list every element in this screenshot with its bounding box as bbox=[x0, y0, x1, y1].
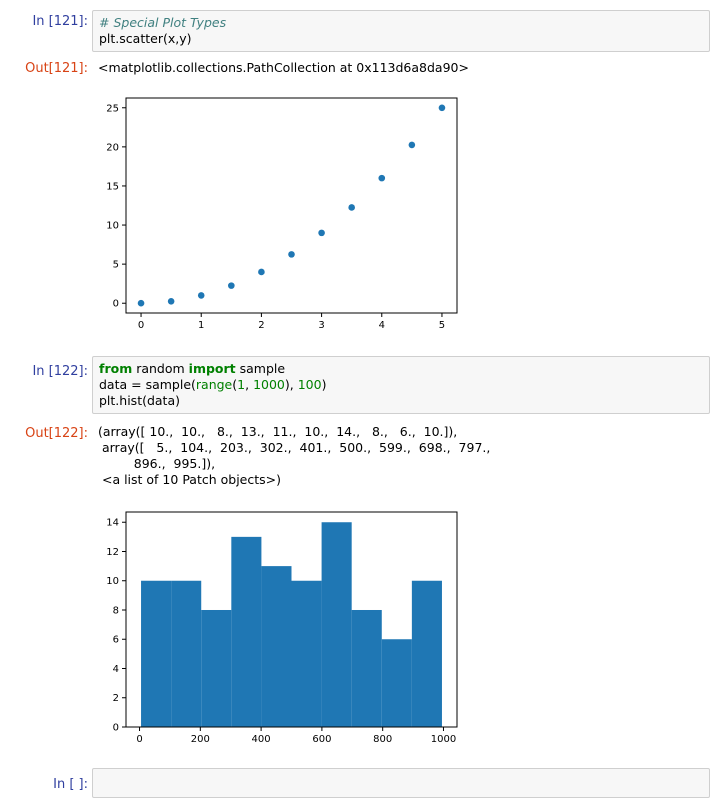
output-text-122: (array([ 10., 10., 8., 13., 11., 10., 14… bbox=[98, 424, 490, 488]
histogram-plot: 0 200 400 600 800 1000 0 2 4 6 8 10 12 14 bbox=[106, 511, 458, 745]
output-text-121: <matplotlib.collections.PathCollection a… bbox=[98, 60, 469, 75]
plot-frame bbox=[125, 97, 458, 314]
plot-frame bbox=[125, 511, 458, 728]
builtin-range: range bbox=[195, 377, 233, 392]
y-tick-label: 5 bbox=[113, 260, 119, 271]
y-tick-label: 10 bbox=[106, 221, 119, 232]
x-tick-label: 600 bbox=[312, 734, 331, 745]
code-token: ), bbox=[284, 377, 298, 392]
scatter-point bbox=[197, 292, 205, 299]
histogram-bar bbox=[411, 580, 442, 727]
scatter-point bbox=[408, 141, 416, 149]
out-prompt-121: Out[121]: bbox=[25, 61, 88, 76]
y-tick-label: 0 bbox=[113, 299, 119, 310]
y-tick-label: 15 bbox=[106, 181, 119, 192]
output-line: (array([ 10., 10., 8., 13., 11., 10., 14… bbox=[98, 424, 458, 439]
x-tick-label: 2 bbox=[258, 320, 264, 331]
number-literal: 100 bbox=[297, 377, 322, 392]
x-tick-label: 800 bbox=[373, 734, 392, 745]
code-cell-122[interactable]: from random import sample data = sample(… bbox=[92, 356, 710, 414]
keyword-from: from bbox=[99, 361, 133, 376]
out-prompt-122: Out[122]: bbox=[25, 426, 88, 441]
histogram-bar bbox=[321, 522, 352, 727]
output-line: array([ 5., 104., 203., 302., 401., 500.… bbox=[98, 440, 491, 455]
output-line: <a list of 10 Patch objects>) bbox=[98, 472, 282, 487]
code-token: random bbox=[132, 361, 189, 376]
x-tick-label: 1 bbox=[198, 320, 204, 331]
code-token: sample bbox=[235, 361, 286, 376]
x-tick-label: 400 bbox=[252, 734, 271, 745]
y-tick-label: 10 bbox=[106, 576, 119, 587]
histogram-bar bbox=[261, 566, 292, 727]
number-literal: 1 bbox=[237, 377, 246, 392]
code-comment: # Special Plot Types bbox=[99, 15, 227, 30]
output-line: 896., 995.]), bbox=[98, 456, 216, 471]
histogram-bar bbox=[291, 580, 322, 727]
in-prompt-121: In [121]: bbox=[32, 14, 88, 29]
x-tick-label: 0 bbox=[136, 734, 142, 745]
number-literal: 1000 bbox=[253, 377, 285, 392]
x-tick-label: 5 bbox=[439, 320, 445, 331]
x-tick-label: 1000 bbox=[431, 734, 456, 745]
y-tick-label: 8 bbox=[113, 605, 119, 616]
scatter-point bbox=[167, 297, 175, 305]
scatter-point bbox=[378, 174, 386, 182]
x-tick-label: 4 bbox=[379, 320, 385, 331]
code-line: plt.scatter(x,y) bbox=[99, 31, 192, 46]
code-line: plt.hist(data) bbox=[99, 393, 180, 408]
y-tick-label: 14 bbox=[106, 518, 119, 529]
scatter-point bbox=[318, 229, 325, 237]
y-tick-label: 2 bbox=[113, 693, 119, 704]
code-token: data = sample( bbox=[99, 377, 196, 392]
scatter-point bbox=[438, 104, 446, 112]
histogram-bar bbox=[231, 536, 262, 727]
histogram-bar bbox=[351, 609, 382, 727]
keyword-import: import bbox=[188, 361, 236, 376]
x-tick-label: 3 bbox=[318, 320, 324, 331]
histogram-bar bbox=[201, 609, 232, 727]
histogram-bar bbox=[171, 580, 202, 727]
y-tick-label: 6 bbox=[113, 635, 119, 646]
x-tick-label: 200 bbox=[191, 734, 210, 745]
x-tick-label: 0 bbox=[138, 320, 144, 331]
code-token: ) bbox=[321, 377, 327, 392]
in-prompt-122: In [122]: bbox=[32, 364, 88, 379]
code-cell-empty[interactable] bbox=[92, 768, 710, 798]
y-tick-label: 12 bbox=[106, 547, 119, 558]
scatter-point bbox=[348, 204, 355, 211]
scatter-plot: 0 1 2 3 4 5 0 5 10 15 20 25 bbox=[106, 97, 458, 331]
y-tick-label: 0 bbox=[113, 723, 119, 734]
histogram-bar bbox=[381, 639, 412, 727]
scatter-point bbox=[258, 268, 265, 276]
code-cell-121[interactable]: # Special Plot Types plt.scatter(x,y) bbox=[92, 10, 710, 52]
scatter-point bbox=[288, 251, 295, 258]
code-token: ( bbox=[232, 377, 238, 392]
in-prompt-empty: In [ ]: bbox=[53, 777, 88, 792]
code-token: , bbox=[245, 377, 254, 392]
histogram-bar bbox=[141, 580, 172, 727]
scatter-point bbox=[228, 282, 235, 289]
scatter-point bbox=[137, 299, 145, 307]
y-tick-label: 25 bbox=[106, 103, 119, 114]
y-tick-label: 4 bbox=[113, 664, 119, 675]
y-tick-label: 20 bbox=[106, 142, 119, 153]
